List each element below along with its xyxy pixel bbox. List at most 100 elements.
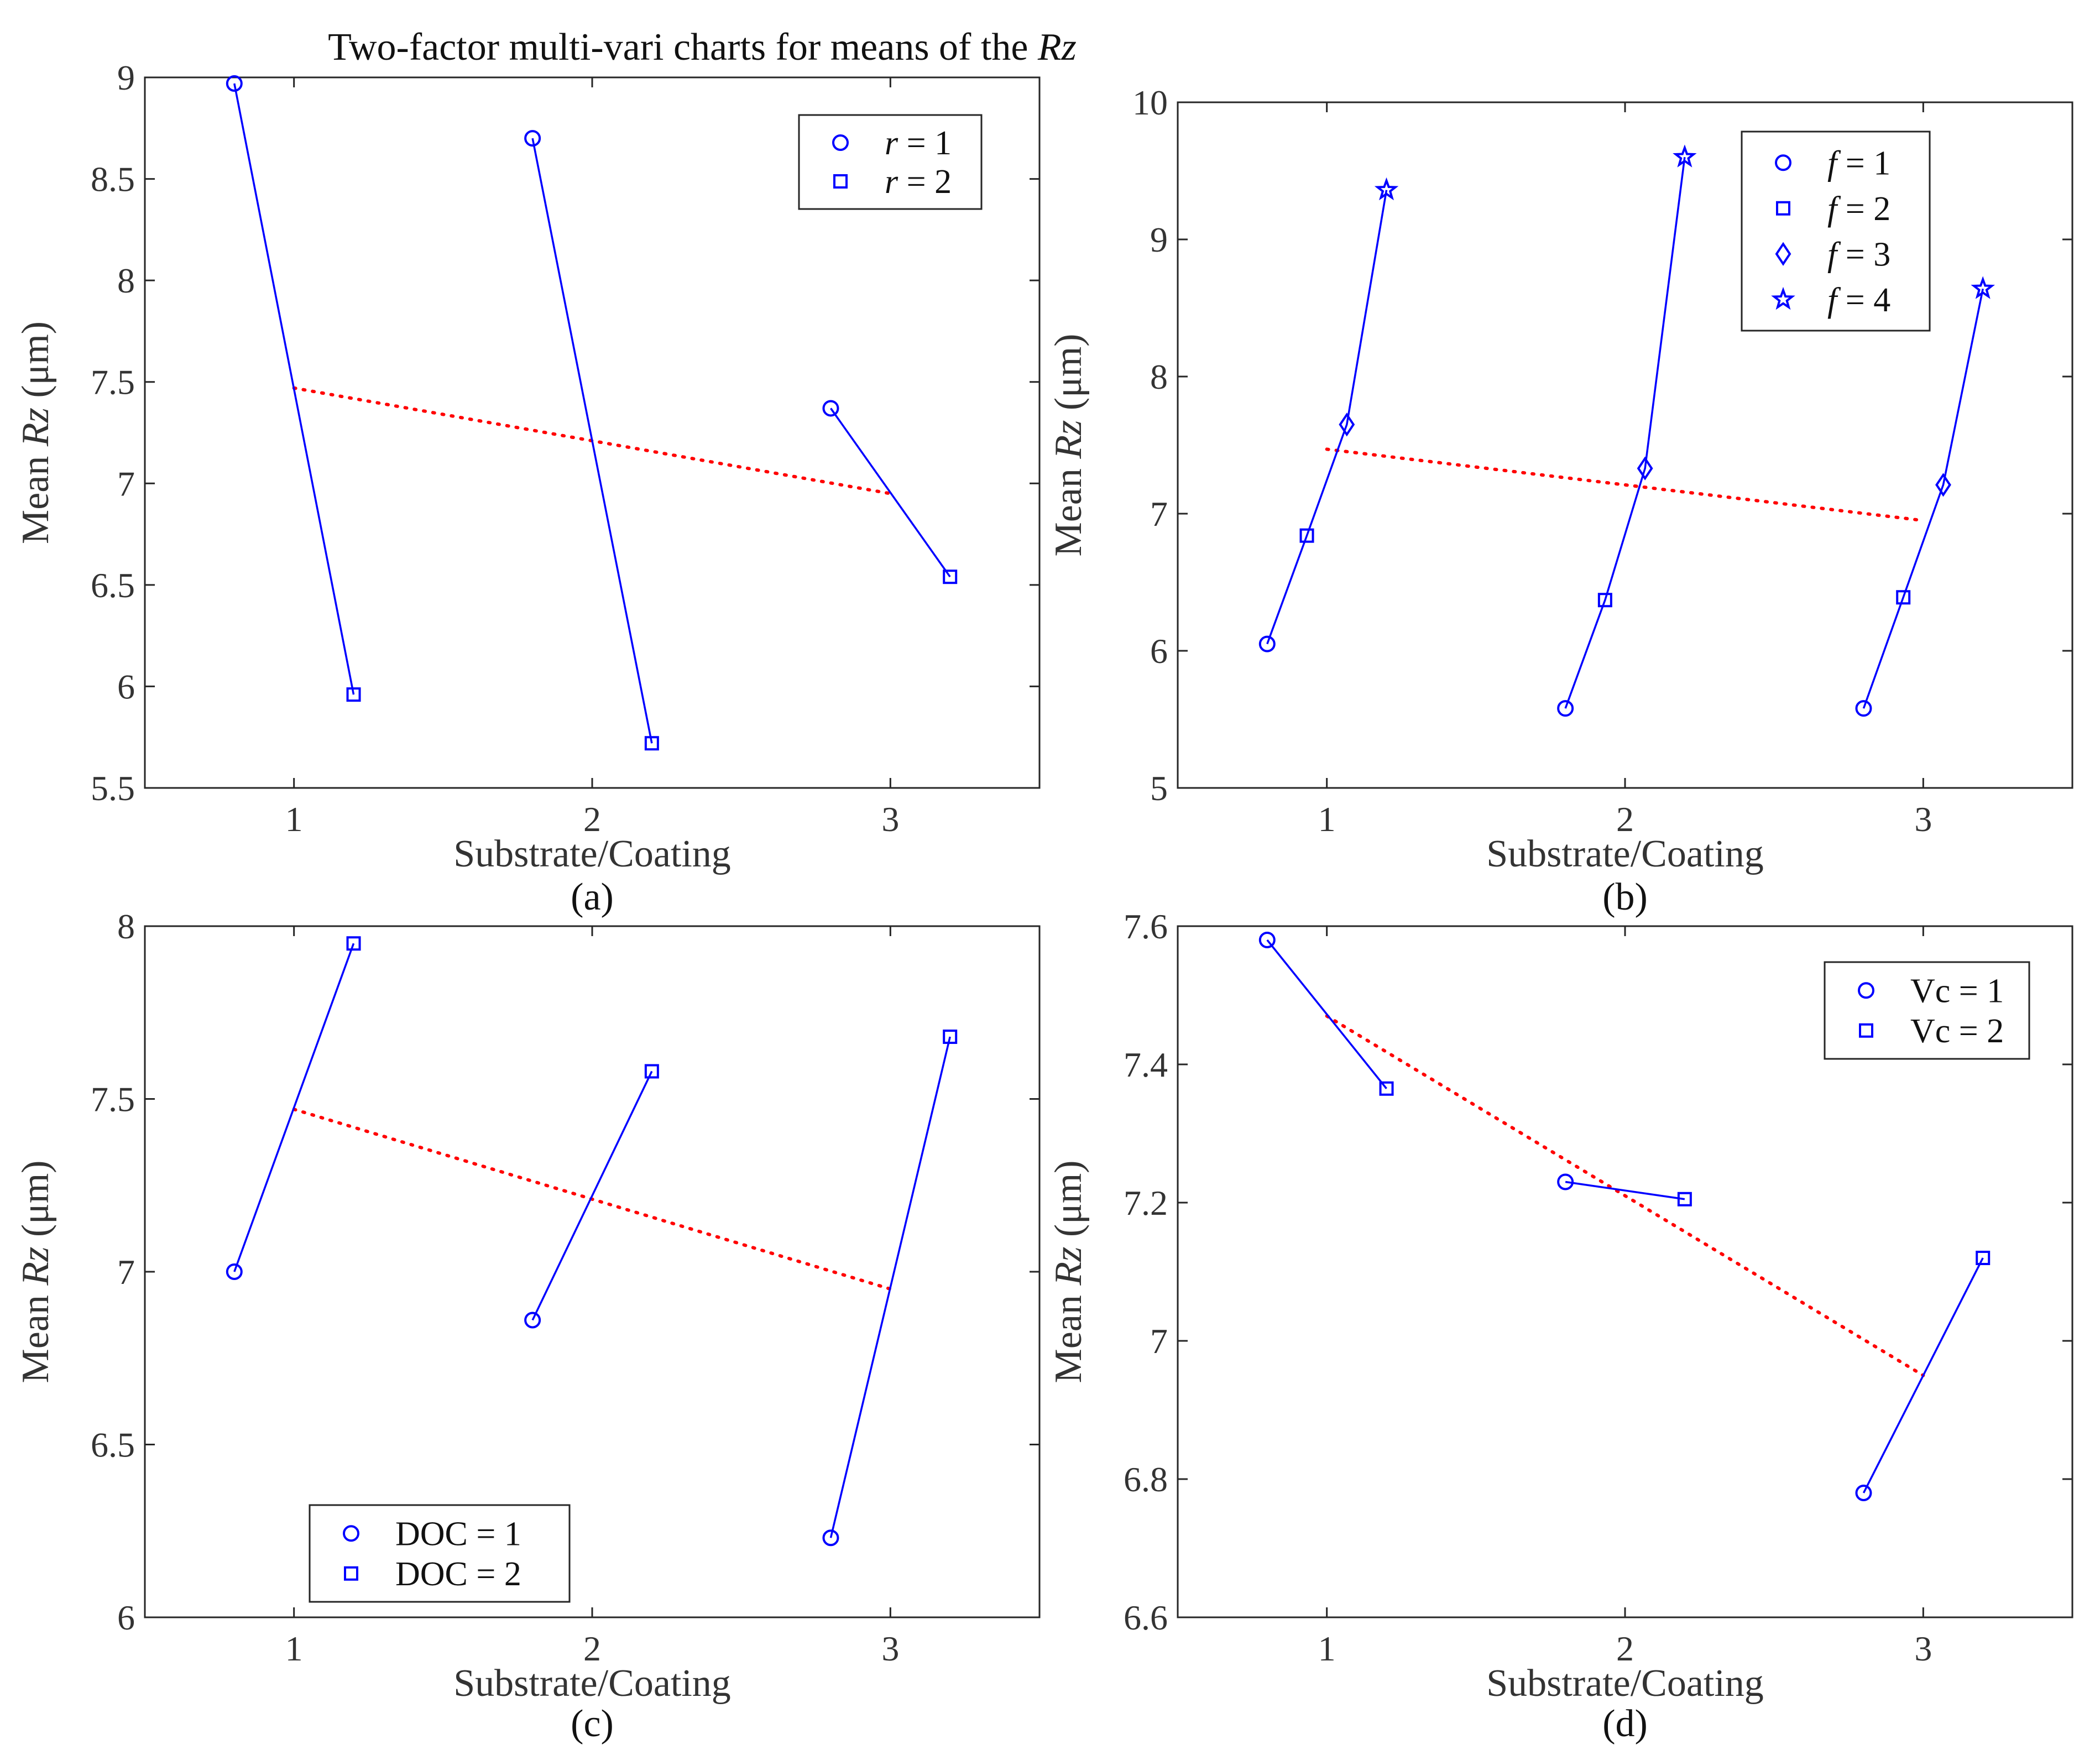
- data-point-square: [644, 1064, 659, 1079]
- legend-marker-square: [833, 174, 848, 189]
- series-group-3: [822, 1030, 958, 1547]
- y-tick-label: 6.5: [91, 566, 135, 605]
- y-axis-label-part-b: Rz: [14, 408, 57, 447]
- group-line: [1564, 156, 1686, 709]
- plot-area-frame: [1177, 101, 2073, 789]
- series-group-1: [226, 936, 361, 1280]
- y-tick-label: 7: [117, 464, 135, 503]
- legend-value: Vc = 2: [1910, 1012, 2004, 1050]
- y-tick-label: 7.6: [1124, 907, 1168, 946]
- y-tick-label: 6: [1150, 631, 1168, 671]
- y-tick-label: 6: [117, 1598, 135, 1637]
- figure-title-part-a: Two-factor multi-vari charts for means o…: [328, 26, 1038, 69]
- x-tick-label: 3: [881, 1629, 899, 1668]
- y-axis-label: Mean Rz (μm): [1047, 334, 1090, 557]
- group-line: [233, 943, 355, 1272]
- legend-value: DOC = 1: [395, 1515, 521, 1553]
- y-tick-label: 8: [117, 907, 135, 946]
- data-point-star: [1673, 144, 1697, 168]
- panel-caption: (d): [1602, 1702, 1648, 1745]
- x-tick-label: 3: [881, 800, 899, 839]
- data-point-square: [1299, 528, 1314, 543]
- y-axis-label-part-c: (μm): [1047, 334, 1090, 420]
- y-axis-label-part-c: (μm): [1047, 1161, 1090, 1247]
- y-axis-label-part-b: Rz: [14, 1247, 57, 1286]
- y-tick-label: 6: [117, 667, 135, 706]
- legend-entry-label: DOC = 2: [395, 1555, 521, 1593]
- y-axis-label: Mean Rz (μm): [14, 1161, 57, 1383]
- legend-entry-label: f = 2: [1827, 190, 1890, 228]
- legend-entry-label: f = 4: [1827, 281, 1890, 319]
- legend-entry-label: f = 1: [1827, 144, 1890, 182]
- x-axis-label: Substrate/Coating: [453, 833, 731, 875]
- group-line: [1565, 1181, 1685, 1200]
- x-tick-label: 3: [1914, 800, 1932, 839]
- group-line: [1266, 939, 1387, 1089]
- group-line: [1862, 1257, 1984, 1493]
- data-point-circle: [1557, 1173, 1574, 1190]
- data-point-circle: [1855, 700, 1872, 717]
- legend-marker-circle: [832, 134, 849, 151]
- legend-box: [309, 1504, 571, 1603]
- x-tick-label: 1: [285, 1629, 303, 1668]
- data-point-star: [1374, 177, 1399, 201]
- x-tick-label: 2: [1616, 800, 1634, 839]
- legend-marker-circle: [343, 1525, 359, 1542]
- legend-value: = 2: [898, 163, 952, 201]
- data-point-circle: [524, 130, 541, 147]
- data-point-diamond: [1339, 412, 1355, 437]
- legend-entry-label: Vc = 2: [1910, 1012, 2004, 1050]
- y-axis-label-part-a: Mean: [14, 1286, 57, 1383]
- legend-symbol: r: [885, 163, 898, 201]
- y-axis-label-part-b: Rz: [1047, 420, 1090, 459]
- legend-marker-circle: [1858, 982, 1874, 999]
- legend-marker-star: [1771, 286, 1795, 310]
- y-tick-label: 6.5: [91, 1425, 135, 1465]
- group-line: [531, 1070, 653, 1321]
- legend-value: = 1: [1837, 144, 1890, 182]
- y-axis-label: Mean Rz (μm): [14, 321, 57, 544]
- y-axis-label-part-a: Mean: [1047, 459, 1090, 557]
- legend-entry-label: r = 1: [885, 124, 952, 162]
- data-point-square: [943, 1030, 958, 1044]
- data-point-star: [1971, 276, 1995, 299]
- group-line: [829, 1036, 951, 1538]
- figure-title-part-b: Rz: [1037, 26, 1077, 69]
- data-point-circle: [822, 400, 839, 417]
- panel-caption: (c): [571, 1702, 614, 1745]
- legend-marker-square: [1859, 1023, 1873, 1038]
- series-group-2: [524, 130, 659, 751]
- plot-area-frame: [144, 925, 1041, 1618]
- y-tick-label: 9: [1150, 220, 1168, 259]
- panel-caption: (a): [571, 876, 614, 918]
- data-point-circle: [1258, 635, 1276, 652]
- data-point-circle: [226, 1263, 243, 1280]
- x-tick-label: 1: [1318, 1629, 1336, 1668]
- series-group-2: [1557, 1173, 1692, 1206]
- legend-box: [1824, 961, 2030, 1060]
- x-tick-label: 1: [285, 800, 303, 839]
- x-axis-label: Substrate/Coating: [1486, 1662, 1764, 1705]
- chart-panel-3: 1 2 3 6 6.5 7 7.5 8 Substrate/Coating Mean Rz (μm…: [14, 907, 1041, 1745]
- series-group-2: [524, 1064, 659, 1329]
- legend-value: Vc = 1: [1910, 972, 2004, 1010]
- legend-marker-diamond: [1775, 242, 1791, 266]
- data-point-square: [943, 570, 958, 584]
- legend: Vc = 1Vc = 2: [1824, 961, 2030, 1060]
- y-tick-label: 5: [1150, 769, 1168, 808]
- x-axis-label: Substrate/Coating: [453, 1662, 731, 1705]
- legend-marker-circle: [1775, 154, 1791, 171]
- figure-title: Two-factor multi-vari charts for means o…: [328, 26, 1077, 69]
- data-point-diamond: [1637, 456, 1653, 480]
- group-line: [1862, 288, 1984, 709]
- y-tick-label: 7.2: [1124, 1183, 1168, 1223]
- y-axis-label-part-b: Rz: [1047, 1247, 1090, 1286]
- group-line: [531, 138, 653, 744]
- y-tick-label: 7.5: [91, 1080, 135, 1119]
- x-tick-label: 2: [583, 800, 601, 839]
- data-point-square: [346, 936, 361, 951]
- chart-panel-1: 1 2 3 5.5 6 6.5 7 7.5 8 8.5 9 Substrate/Coating Mean…: [14, 58, 1041, 918]
- group-line: [1266, 190, 1388, 645]
